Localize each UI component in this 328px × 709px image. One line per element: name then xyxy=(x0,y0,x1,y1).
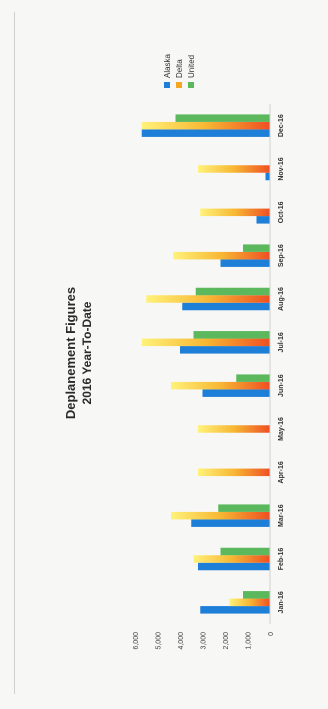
bar-alaska-aug-16 xyxy=(182,302,270,311)
bar-alaska-oct-16 xyxy=(256,216,270,224)
bar-alaska-mar-16 xyxy=(191,519,270,527)
x-tick-label: Dec-16 xyxy=(278,114,285,137)
bar-delta-mar-16 xyxy=(171,511,270,520)
x-tick-label: Jan-16 xyxy=(278,591,285,613)
bar-united-dec-16 xyxy=(175,114,270,122)
bar-alaska-jan-16 xyxy=(200,606,270,614)
legend-swatch xyxy=(176,82,182,88)
bar-united-aug-16 xyxy=(195,287,270,296)
y-tick-label: 2,000 xyxy=(223,632,230,650)
bar-delta-apr-16 xyxy=(198,468,270,477)
bar-delta-nov-16 xyxy=(198,165,270,173)
x-axis: Jan-16 Feb-16 Mar-16 Apr-16 May-16 Jun-16 Jul-… xyxy=(269,104,285,624)
legend-swatch xyxy=(188,82,194,88)
x-tick-label: Aug-16 xyxy=(278,287,285,311)
bar-delta-jul-16 xyxy=(141,338,270,347)
x-tick-label: Jun-16 xyxy=(278,374,285,397)
y-tick-label: 6,000 xyxy=(133,632,140,650)
x-tick-label: Oct-16 xyxy=(278,201,285,223)
y-tick-label: 3,000 xyxy=(201,632,208,650)
y-tick-label: 0 xyxy=(268,632,275,636)
bar-united-feb-16 xyxy=(220,547,270,556)
bar-alaska-sep-16 xyxy=(220,259,270,267)
x-tick-label: Nov-16 xyxy=(278,157,285,180)
y-tick-label: 4,000 xyxy=(178,632,185,650)
x-tick-label: May-16 xyxy=(278,417,285,441)
bar-delta-may-16 xyxy=(198,425,270,433)
bar-united-jun-16 xyxy=(236,374,270,382)
x-tick-label: Mar-16 xyxy=(278,504,285,527)
bar-united-sep-16 xyxy=(243,244,270,252)
legend-label: United xyxy=(187,55,196,78)
legend-label: Delta xyxy=(175,59,184,78)
x-tick-label: Sep-16 xyxy=(278,244,285,267)
bar-alaska-feb-16 xyxy=(198,562,270,571)
bar-delta-aug-16 xyxy=(146,295,270,303)
chart-frame: Deplanement Figures 2016 Year-To-Date 0 1… xyxy=(14,12,315,694)
bar-alaska-nov-16 xyxy=(265,172,270,181)
bar-united-jul-16 xyxy=(193,331,270,339)
chart-subtitle: 2016 Year-To-Date xyxy=(80,301,94,404)
x-tick-label: Apr-16 xyxy=(278,461,285,483)
bar-delta-feb-16 xyxy=(193,555,270,563)
bar-delta-oct-16 xyxy=(200,208,270,217)
bar-alaska-jun-16 xyxy=(202,389,270,397)
legend-label: Alaska xyxy=(163,53,172,78)
bar-delta-jun-16 xyxy=(171,381,270,390)
y-axis: 0 1,000 2,000 3,000 4,000 5,000 6,000 xyxy=(133,632,275,650)
bar-alaska-jul-16 xyxy=(180,346,270,354)
bar-delta-dec-16 xyxy=(141,121,270,130)
chart-svg: Deplanement Figures 2016 Year-To-Date 0 1… xyxy=(63,53,285,650)
bar-delta-jan-16 xyxy=(229,598,270,607)
y-tick-label: 1,000 xyxy=(246,632,253,650)
x-tick-label: Feb-16 xyxy=(278,548,285,571)
legend-swatch xyxy=(164,82,170,88)
bar-delta-sep-16 xyxy=(173,251,270,260)
bar-united-mar-16 xyxy=(218,504,270,512)
y-tick-label: 5,000 xyxy=(156,632,163,650)
bar-alaska-dec-16 xyxy=(141,129,270,137)
legend: Alaska Delta United xyxy=(163,53,196,88)
x-tick-label: Jul-16 xyxy=(278,332,285,352)
bar-united-jan-16 xyxy=(243,591,270,599)
bars xyxy=(141,114,270,614)
chart-title: Deplanement Figures xyxy=(63,287,78,419)
